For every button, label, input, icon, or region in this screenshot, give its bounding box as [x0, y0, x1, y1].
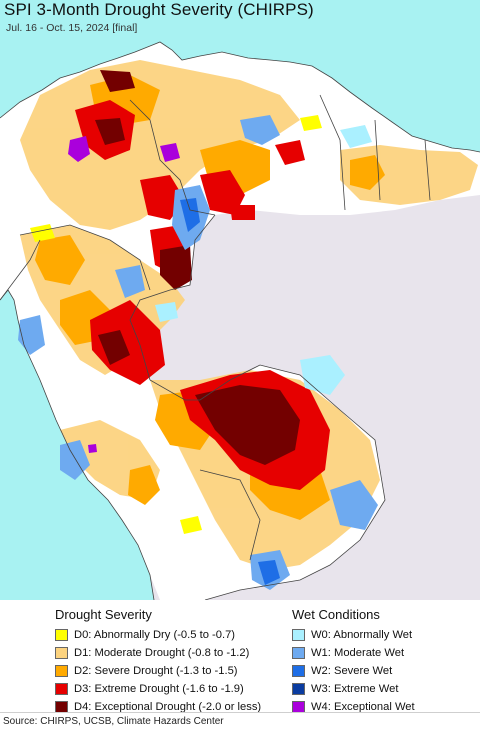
- legend-label-w4: W4: Exceptional Wet: [311, 701, 415, 713]
- drought-legend-heading: Drought Severity: [55, 607, 152, 622]
- swatch-w3: [292, 683, 305, 695]
- legend-item-w2: W2: Severe Wet: [292, 663, 392, 679]
- legend-item-d1: D1: Moderate Drought (-0.8 to -1.2): [55, 645, 249, 661]
- swatch-w2: [292, 665, 305, 677]
- map-subtitle: Jul. 16 - Oct. 15, 2024 [final]: [6, 22, 138, 34]
- legend-label-d3: D3: Extreme Drought (-1.6 to -1.9): [74, 683, 244, 695]
- wet-legend-heading: Wet Conditions: [292, 607, 380, 622]
- legend-label-d1: D1: Moderate Drought (-0.8 to -1.2): [74, 647, 250, 659]
- legend-label-w0: W0: Abnormally Wet: [311, 629, 413, 641]
- source-footer: Source: CHIRPS, UCSB, Climate Hazards Ce…: [0, 712, 480, 731]
- borders: [0, 41, 480, 600]
- swatch-w1: [292, 647, 305, 659]
- legend-item-d4: D4: Exceptional Drought (-2.0 or less): [55, 699, 261, 715]
- legend-label-w1: W1: Moderate Wet: [311, 647, 405, 659]
- map-title: SPI 3-Month Drought Severity (CHIRPS): [4, 0, 314, 19]
- legend-label-d2: D2: Severe Drought (-1.3 to -1.5): [74, 665, 238, 677]
- legend-item-w0: W0: Abnormally Wet: [292, 627, 412, 643]
- swatch-d0: [55, 629, 68, 641]
- legend-item-d2: D2: Severe Drought (-1.3 to -1.5): [55, 663, 238, 679]
- source-text: Source: CHIRPS, UCSB, Climate Hazards Ce…: [3, 716, 224, 727]
- drought-map: SPI 3-Month Drought Severity (CHIRPS) Ju…: [0, 0, 480, 600]
- legend-label-w3: W3: Extreme Wet: [311, 683, 399, 695]
- legend: Drought Severity Wet Conditions D0: Abno…: [0, 602, 480, 715]
- legend-item-d0: D0: Abnormally Dry (-0.5 to -0.7): [55, 627, 235, 643]
- w4-areas: [68, 136, 180, 453]
- legend-label-d0: D0: Abnormally Dry (-0.5 to -0.7): [74, 629, 236, 641]
- swatch-d3: [55, 683, 68, 695]
- legend-label-w2: W2: Severe Wet: [311, 665, 393, 677]
- legend-item-w3: W3: Extreme Wet: [292, 681, 398, 697]
- swatch-d1: [55, 647, 68, 659]
- swatch-d2: [55, 665, 68, 677]
- legend-item-w1: W1: Moderate Wet: [292, 645, 404, 661]
- d0-areas: [30, 115, 322, 534]
- legend-item-d3: D3: Extreme Drought (-1.6 to -1.9): [55, 681, 244, 697]
- wet-areas: [18, 115, 378, 590]
- swatch-w0: [292, 629, 305, 641]
- pacific-ocean: [0, 290, 154, 600]
- d4-areas: [95, 70, 300, 465]
- legend-label-d4: D4: Exceptional Drought (-2.0 or less): [74, 701, 262, 713]
- map-canvas: [0, 0, 480, 600]
